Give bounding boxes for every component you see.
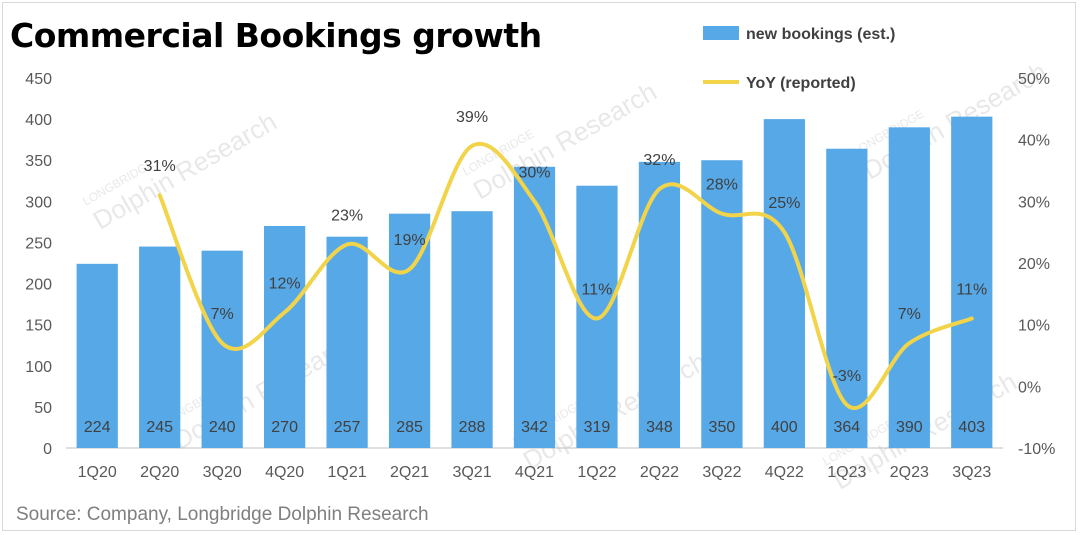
bar-value-label: 390 (896, 419, 923, 436)
legend-line-label: YoY (reported) (746, 75, 856, 92)
bar (139, 246, 181, 448)
bar (513, 166, 556, 449)
yoy-value-label: 19% (394, 232, 426, 249)
bar (826, 148, 868, 448)
x-tick-label: 4Q22 (765, 464, 804, 481)
y-right-tick-label: 10% (1018, 318, 1050, 335)
yoy-value-label: 31% (144, 158, 176, 175)
x-tick-label: 2Q23 (890, 464, 929, 481)
yoy-value-label: 28% (706, 177, 738, 194)
bar-value-label: 364 (833, 419, 860, 436)
x-tick-label: 2Q21 (390, 464, 429, 481)
y-right-tick-label: 0% (1018, 379, 1041, 396)
bar-value-label: 245 (146, 419, 173, 436)
bar (701, 160, 743, 448)
bar-value-label: 257 (334, 419, 361, 436)
bar (264, 226, 306, 448)
yoy-value-label: 7% (898, 306, 921, 323)
y-right-tick-label: -10% (1018, 441, 1055, 458)
y-right-tick-label: 40% (1018, 133, 1050, 150)
y-left-tick-label: 300 (25, 194, 52, 211)
y-left-tick-label: 50 (34, 400, 52, 417)
bar-value-label: 342 (521, 419, 548, 436)
y-left-tick-label: 400 (25, 112, 52, 129)
bar-series (76, 116, 993, 449)
x-tick-label: 2Q22 (640, 464, 679, 481)
data-labels: 224 245 240 270 257 285 288 342 319 348 350 400 364 3… (84, 109, 987, 436)
axes: 0 50 100 150 200 250 300 350 400 450 -10% 0% 10% 20% 3… (25, 71, 1055, 481)
yoy-line (157, 141, 974, 410)
y-right-tick-label: 30% (1018, 194, 1050, 211)
y-right-tick-label: 20% (1018, 256, 1050, 273)
y-left-tick-label: 200 (25, 277, 52, 294)
yoy-value-label: 7% (211, 306, 234, 323)
y-left-tick-label: 450 (25, 71, 52, 88)
bar (638, 161, 681, 448)
source-note: Source: Company, Longbridge Dolphin Rese… (16, 504, 429, 525)
bar (763, 119, 805, 448)
bar-value-label: 224 (84, 419, 111, 436)
y-right-tick-label: 50% (1018, 71, 1050, 88)
watermark-line2: Dolphin Research (88, 106, 282, 235)
yoy-value-label: 11% (956, 282, 987, 299)
y-left-tick-label: 150 (25, 318, 52, 335)
x-tick-label: 3Q23 (952, 464, 991, 481)
legend-bar-swatch (703, 26, 739, 40)
bar (76, 263, 118, 448)
yoy-value-label: 23% (331, 208, 363, 225)
y-left-tick-label: 350 (25, 153, 52, 170)
y-left-tick-label: 100 (25, 359, 52, 376)
x-tick-label: 3Q21 (452, 464, 491, 481)
x-tick-label: 4Q21 (515, 464, 554, 481)
yoy-value-label: 12% (269, 275, 301, 292)
bar-value-label: 403 (958, 419, 985, 436)
watermark-line2: Dolphin Research (468, 76, 662, 205)
bar (451, 211, 493, 448)
x-tick-label: 3Q20 (203, 464, 242, 481)
bar-value-label: 285 (396, 419, 423, 436)
line-series (157, 141, 974, 410)
yoy-value-label: 30% (518, 164, 550, 181)
x-tick-label: 3Q22 (702, 464, 741, 481)
chart-title: Commercial Bookings growth (10, 16, 542, 55)
yoy-value-label: 39% (456, 109, 488, 126)
bar-value-label: 240 (209, 419, 236, 436)
legend: new bookings (est.) YoY (reported) (703, 26, 895, 92)
y-left-tick-label: 0 (43, 441, 52, 458)
bar (326, 236, 368, 448)
x-tick-label: 2Q20 (140, 464, 179, 481)
yoy-value-label: 11% (582, 282, 613, 299)
yoy-value-label: 32% (643, 152, 675, 169)
bar (888, 127, 930, 448)
legend-bar-label: new bookings (est.) (746, 26, 895, 43)
yoy-value-label: -3% (833, 368, 861, 385)
x-tick-label: 1Q22 (577, 464, 616, 481)
y-left-tick-label: 250 (25, 235, 52, 252)
bar-value-label: 348 (646, 419, 673, 436)
bar-value-label: 350 (709, 419, 736, 436)
bar (951, 116, 993, 449)
yoy-value-label: 25% (768, 195, 800, 212)
bar-value-label: 400 (771, 419, 798, 436)
x-tick-label: 1Q23 (827, 464, 866, 481)
bar-value-label: 270 (271, 419, 298, 436)
bar-value-label: 288 (459, 419, 486, 436)
x-tick-label: 1Q20 (78, 464, 117, 481)
x-tick-label: 1Q21 (328, 464, 367, 481)
x-tick-label: 4Q20 (265, 464, 304, 481)
bar-value-label: 319 (584, 419, 611, 436)
